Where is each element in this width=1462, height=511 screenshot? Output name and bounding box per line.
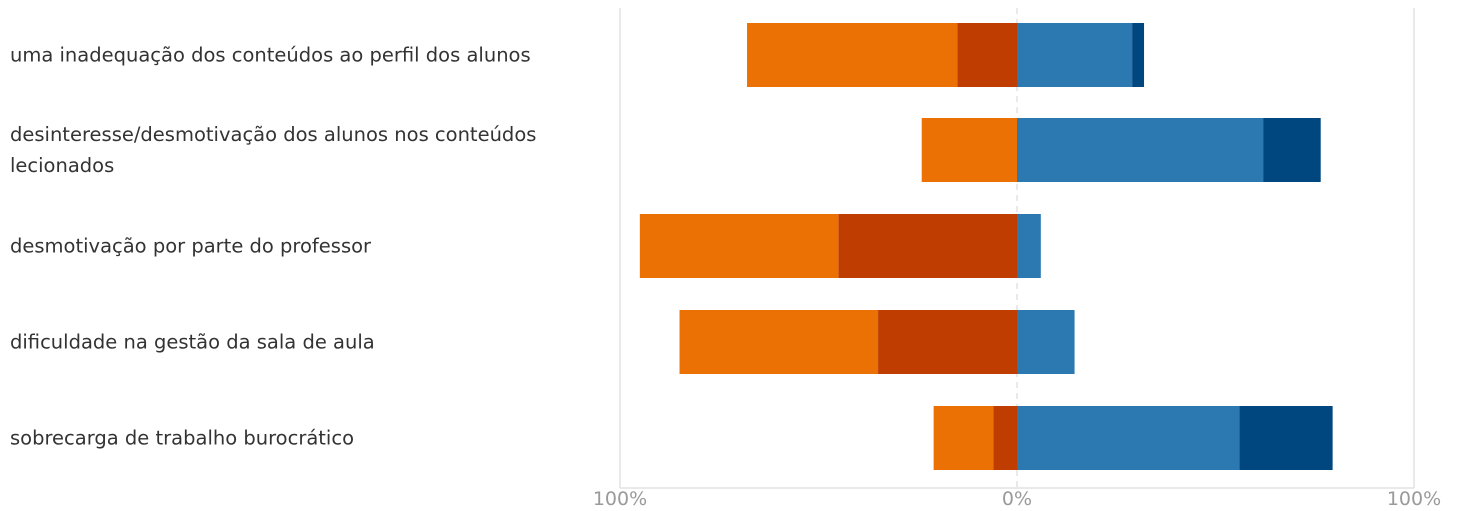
x-tick-label-2: 0% [1002,488,1032,510]
category-labels: uma inadequação dos conteúdos ao perfil … [0,0,600,511]
category-label-3: desmotivação por parte do professor [10,234,372,258]
bar-segment-row2-series3 [1017,118,1264,182]
category-label-5: sobrecarga de trabalho burocrático [10,426,355,450]
category-label-2: desinteresse/desmotivação dos alunos nos… [10,123,537,177]
category-label-1: uma inadequação dos conteúdos ao perfil … [10,43,531,67]
bar-segment-row5-series3 [1017,406,1240,470]
bar-segment-row2-series2 [921,118,1017,182]
category-label-4: dificuldade na gestão da sala de aula [10,330,375,354]
bar-segment-row3-series3 [1017,214,1041,278]
bar-segment-row3-series1 [838,214,1017,278]
bar-segment-row4-series3 [1017,310,1075,374]
x-tick-label-3: 100% [1387,488,1441,510]
bar-segment-row3-series2 [639,214,839,278]
tick-layer: 100% 0% 100% [593,488,1441,510]
bar-segment-row1-series4 [1132,23,1145,87]
bar-segment-row4-series2 [679,310,879,374]
bar-segment-row5-series2 [933,406,994,470]
bar-segment-row5-series1 [993,406,1017,470]
bar-layer [639,23,1333,470]
bar-segment-row1-series2 [747,23,958,87]
bar-segment-row4-series1 [878,310,1017,374]
bar-segment-row2-series4 [1263,118,1321,182]
bar-segment-row1-series3 [1017,23,1133,87]
bar-segment-row5-series4 [1239,406,1333,470]
bar-segment-row1-series1 [957,23,1017,87]
x-tick-label-1: 100% [593,488,647,510]
